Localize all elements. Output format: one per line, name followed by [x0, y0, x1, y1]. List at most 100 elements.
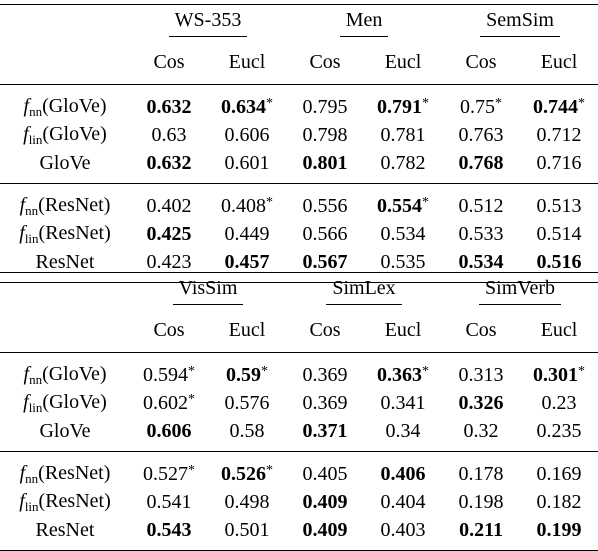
- model-label: ResNet: [0, 248, 130, 283]
- score-value: 0.58: [229, 419, 265, 442]
- model-label: ResNet: [0, 516, 130, 551]
- score-value: 0.75: [460, 95, 496, 118]
- score-value: 0.403: [380, 518, 426, 541]
- score-cell: 0.594*: [130, 353, 208, 390]
- results-tables: WS-353 Men SemSim Cos Eucl Cos Eucl Cos Eucl fnn(…: [0, 4, 598, 551]
- model-label: fnn(GloVe): [0, 353, 130, 390]
- score-cell: 0.423: [130, 248, 208, 283]
- score-cell: 0.781: [364, 121, 442, 149]
- function-symbol: flin: [23, 122, 43, 147]
- table-row: fnn(ResNet) 0.402 0.408* 0.556 0.554* 0.512 0.…: [0, 183, 598, 221]
- score-cell: 0.58: [208, 417, 286, 452]
- score-cell: 0.514: [520, 220, 598, 248]
- score-cell: 0.533: [442, 220, 520, 248]
- model-name: (GloVe): [42, 94, 107, 117]
- score-value: 0.498: [224, 490, 270, 513]
- function-subscript: nn: [29, 371, 43, 387]
- metric-header: Cos: [153, 51, 185, 73]
- significance-star: *: [266, 462, 273, 478]
- score-value: 0.369: [302, 363, 348, 386]
- score-value: 0.533: [458, 222, 504, 245]
- metric-header: Eucl: [228, 51, 266, 73]
- score-value: 0.781: [380, 123, 426, 146]
- function-subscript: lin: [28, 399, 43, 415]
- score-cell: 0.512: [442, 184, 520, 221]
- model-name: (GloVe): [42, 362, 107, 385]
- score-cell: 0.23: [520, 389, 598, 417]
- score-cell: 0.567: [286, 248, 364, 283]
- score-cell: 0.32: [442, 417, 520, 452]
- metric-header: Cos: [309, 51, 341, 73]
- score-value: 0.782: [380, 151, 426, 174]
- dataset-name: SimVerb: [479, 277, 562, 305]
- score-cell: 0.409: [286, 516, 364, 551]
- model-label: GloVe: [0, 417, 130, 452]
- metric-header: Eucl: [384, 51, 422, 73]
- score-cell: 0.405: [286, 452, 364, 489]
- score-value: 0.602: [143, 391, 188, 414]
- function-symbol: fnn: [23, 94, 43, 119]
- metric-header-row: Cos Eucl Cos Eucl Cos Eucl: [0, 309, 598, 353]
- score-value: 0.182: [536, 490, 582, 513]
- dataset-header: SimVerb: [442, 273, 598, 310]
- score-value: 0.744: [533, 95, 579, 118]
- score-value: 0.408: [221, 194, 266, 217]
- significance-star: *: [422, 194, 430, 210]
- score-cell: 0.326: [442, 389, 520, 417]
- score-value: 0.527: [143, 462, 188, 485]
- significance-star: *: [578, 363, 586, 379]
- significance-star: *: [495, 95, 503, 111]
- score-value: 0.34: [385, 419, 421, 442]
- score-cell: 0.543: [130, 516, 208, 551]
- significance-star: *: [266, 194, 273, 210]
- dataset-header: Men: [286, 5, 442, 42]
- function-subscript: lin: [24, 230, 39, 246]
- score-cell: 0.606: [208, 121, 286, 149]
- score-value: 0.369: [302, 391, 348, 414]
- table-row: GloVe 0.606 0.58 0.371 0.34 0.32 0.235: [0, 417, 598, 452]
- function-symbol: flin: [23, 390, 43, 415]
- score-cell: 0.576: [208, 389, 286, 417]
- score-cell: 0.541: [130, 488, 208, 516]
- score-cell: 0.199: [520, 516, 598, 551]
- score-cell: 0.498: [208, 488, 286, 516]
- table-row: fnn(GloVe) 0.594* 0.59* 0.369 0.363* 0.313 0.3…: [0, 352, 598, 390]
- score-cell: 0.363*: [364, 353, 442, 390]
- model-label: flin(GloVe): [0, 389, 130, 417]
- score-value: 0.341: [380, 391, 426, 414]
- metric-header: Cos: [309, 319, 341, 341]
- score-value: 0.326: [458, 391, 504, 414]
- model-name: (GloVe): [42, 390, 107, 413]
- score-cell: 0.406: [364, 452, 442, 489]
- model-name: (ResNet): [38, 221, 111, 244]
- dataset-header-row: WS-353 Men SemSim: [0, 4, 598, 42]
- score-cell: 0.211: [442, 516, 520, 551]
- score-value: 0.409: [302, 518, 348, 541]
- model-label: GloVe: [0, 149, 130, 184]
- score-cell: 0.602*: [130, 389, 208, 417]
- score-value: 0.798: [302, 123, 348, 146]
- score-cell: 0.501: [208, 516, 286, 551]
- significance-star: *: [188, 462, 195, 478]
- dataset-name: SimLex: [326, 277, 402, 305]
- score-cell: 0.763: [442, 121, 520, 149]
- score-cell: 0.457: [208, 248, 286, 283]
- metric-header: Eucl: [228, 319, 266, 341]
- score-value: 0.406: [380, 462, 426, 485]
- score-cell: 0.716: [520, 149, 598, 184]
- score-value: 0.423: [146, 250, 192, 273]
- score-value: 0.634: [221, 95, 266, 118]
- function-subscript: nn: [25, 470, 39, 486]
- model-name: (GloVe): [42, 122, 107, 145]
- metric-header: Cos: [465, 319, 497, 341]
- score-value: 0.169: [536, 462, 582, 485]
- score-cell: 0.169: [520, 452, 598, 489]
- metric-header-row: Cos Eucl Cos Eucl Cos Eucl: [0, 41, 598, 85]
- score-value: 0.801: [302, 151, 348, 174]
- model-label: flin(GloVe): [0, 121, 130, 149]
- score-value: 0.425: [146, 222, 192, 245]
- significance-star: *: [261, 363, 268, 379]
- score-cell: 0.182: [520, 488, 598, 516]
- score-value: 0.556: [302, 194, 348, 217]
- results-table-1: WS-353 Men SemSim Cos Eucl Cos Eucl Cos Eucl fnn(…: [0, 4, 598, 283]
